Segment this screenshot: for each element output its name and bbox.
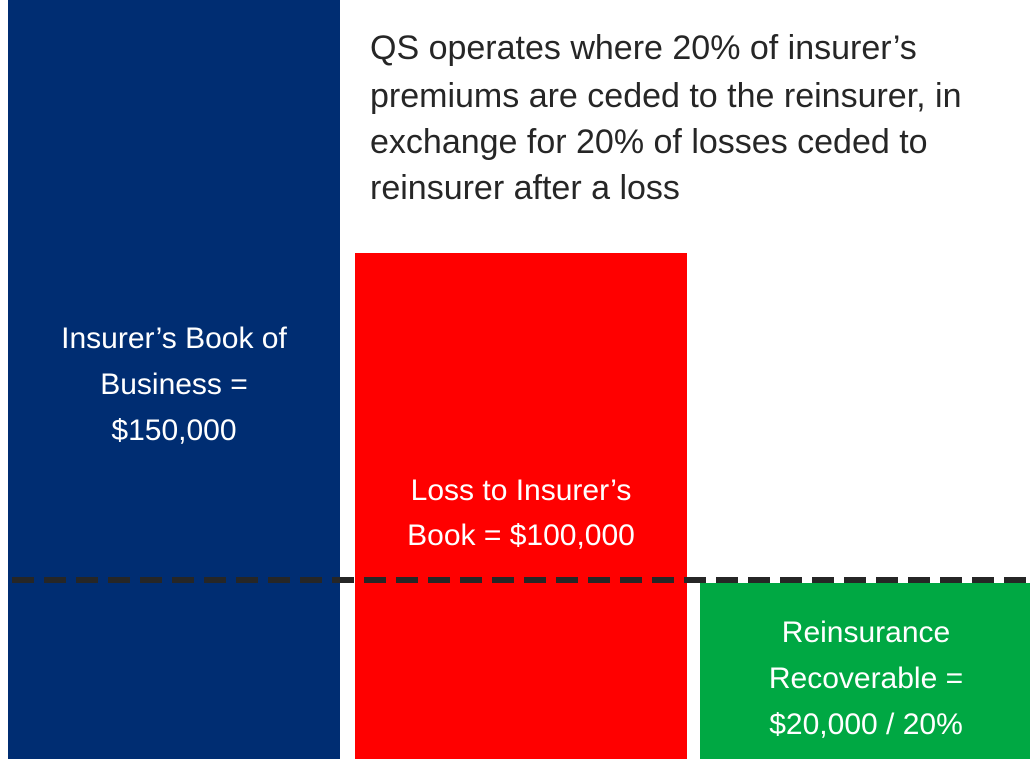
book-box (8, 0, 340, 759)
note-line: exchange for 20% of losses ceded to (370, 123, 928, 161)
box-label: Loss to Insurer’s (411, 474, 632, 507)
box-label: Reinsurance (782, 616, 950, 649)
note-line: reinsurer after a loss (370, 169, 680, 207)
note-line: premiums are ceded to the reinsurer, in (370, 77, 962, 115)
box-label: $150,000 (111, 414, 236, 447)
recoverable-box (700, 583, 1030, 759)
note-line: QS operates where 20% of insurer’s (370, 29, 917, 67)
box-label: Business = (100, 368, 248, 401)
box-label: Recoverable = (769, 662, 963, 695)
box-label: $20,000 / 20% (769, 708, 963, 741)
box-label: Insurer’s Book of (61, 322, 287, 355)
box-label: Book = $100,000 (407, 519, 635, 552)
loss-box (355, 253, 687, 759)
